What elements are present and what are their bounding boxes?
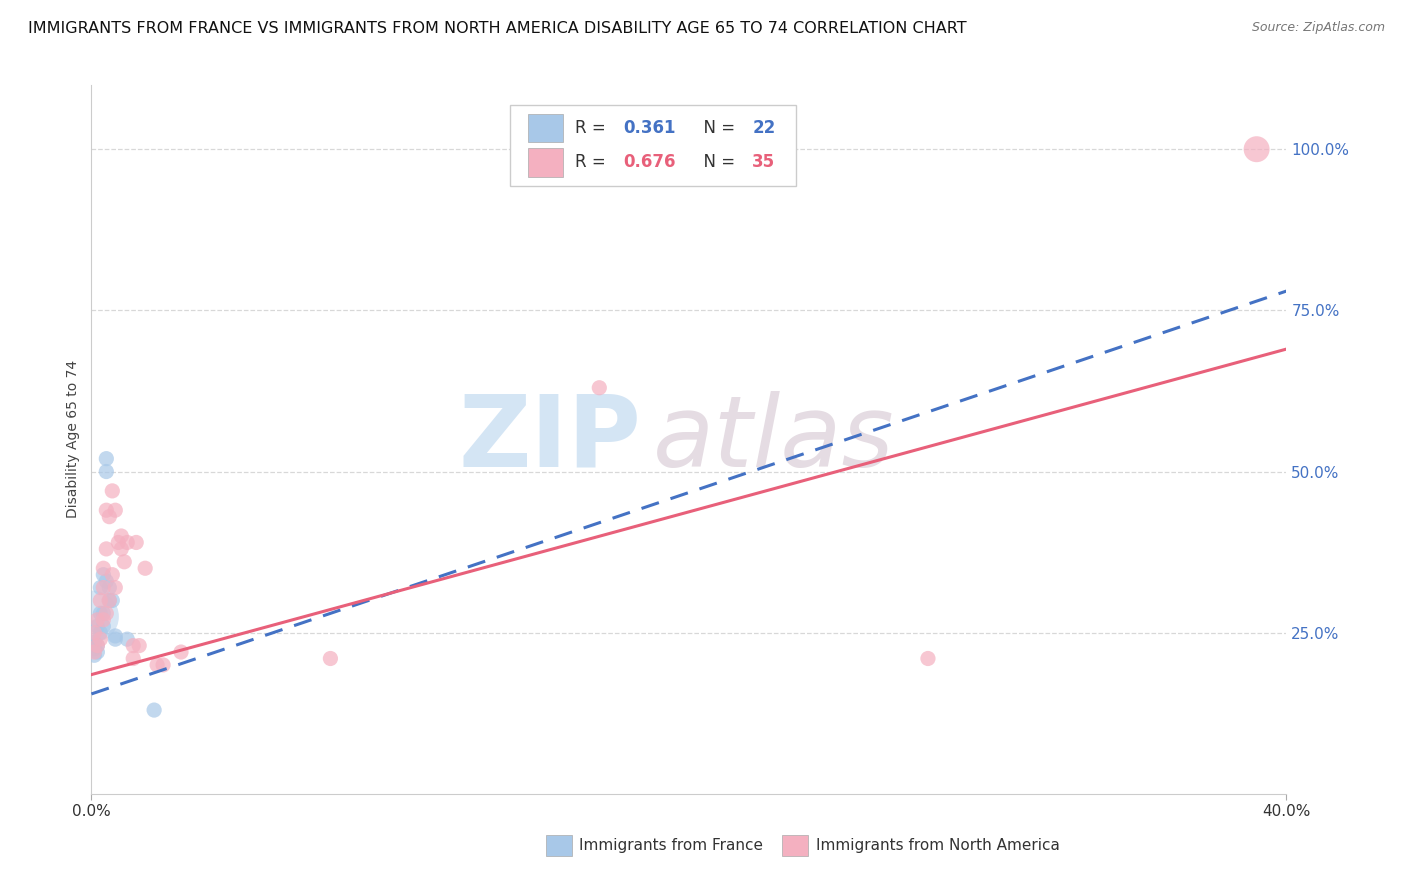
Point xyxy=(86,619,108,633)
Point xyxy=(107,535,129,549)
Point xyxy=(89,581,111,595)
Point xyxy=(83,641,105,656)
Text: Source: ZipAtlas.com: Source: ZipAtlas.com xyxy=(1251,21,1385,34)
Point xyxy=(146,657,169,672)
Bar xyxy=(782,835,808,856)
Point xyxy=(104,581,127,595)
Point xyxy=(86,645,108,659)
Point xyxy=(104,629,127,643)
Point xyxy=(101,593,124,607)
Point xyxy=(96,451,118,466)
Text: Immigrants from France: Immigrants from France xyxy=(579,838,763,853)
Point xyxy=(96,465,118,479)
Point xyxy=(101,567,124,582)
Text: R =: R = xyxy=(575,153,612,171)
Point xyxy=(83,645,105,659)
Point xyxy=(104,503,127,517)
Bar xyxy=(527,148,564,177)
Point xyxy=(125,535,148,549)
Point xyxy=(588,381,610,395)
Point xyxy=(101,483,124,498)
Text: 0.676: 0.676 xyxy=(623,153,676,171)
Bar xyxy=(546,835,572,856)
Point xyxy=(917,651,939,665)
Point xyxy=(86,639,108,653)
Point xyxy=(93,561,115,575)
Point xyxy=(89,632,111,647)
Point xyxy=(93,581,115,595)
Bar xyxy=(527,114,564,143)
Point xyxy=(122,651,145,665)
Point xyxy=(82,609,104,624)
Point xyxy=(112,555,135,569)
Text: 22: 22 xyxy=(752,120,776,137)
Point xyxy=(170,645,193,659)
Point xyxy=(89,607,111,621)
Point xyxy=(96,503,118,517)
Point xyxy=(86,613,108,627)
Text: R =: R = xyxy=(575,120,612,137)
FancyBboxPatch shape xyxy=(509,104,796,186)
Point xyxy=(98,509,121,524)
Point xyxy=(83,635,105,649)
Point xyxy=(96,574,118,589)
Text: 35: 35 xyxy=(752,153,775,171)
Point xyxy=(115,632,138,647)
Point xyxy=(104,632,127,647)
Point xyxy=(96,607,118,621)
Point xyxy=(143,703,166,717)
Point xyxy=(83,625,105,640)
Point xyxy=(122,639,145,653)
Point xyxy=(93,619,115,633)
Point xyxy=(89,593,111,607)
Point xyxy=(89,625,111,640)
Point xyxy=(98,581,121,595)
Y-axis label: Disability Age 65 to 74: Disability Age 65 to 74 xyxy=(66,360,80,518)
Point xyxy=(128,639,150,653)
Text: Immigrants from North America: Immigrants from North America xyxy=(815,838,1060,853)
Point xyxy=(110,541,132,556)
Point xyxy=(134,561,156,575)
Text: atlas: atlas xyxy=(652,391,894,488)
Point xyxy=(93,607,115,621)
Point xyxy=(110,529,132,543)
Text: IMMIGRANTS FROM FRANCE VS IMMIGRANTS FROM NORTH AMERICA DISABILITY AGE 65 TO 74 : IMMIGRANTS FROM FRANCE VS IMMIGRANTS FRO… xyxy=(28,21,967,36)
Text: N =: N = xyxy=(693,120,740,137)
Point xyxy=(98,593,121,607)
Point xyxy=(98,593,121,607)
Point xyxy=(93,567,115,582)
Text: 0.361: 0.361 xyxy=(623,120,676,137)
Point xyxy=(96,541,118,556)
Point xyxy=(319,651,342,665)
Point xyxy=(83,648,105,663)
Point xyxy=(115,535,138,549)
Text: N =: N = xyxy=(693,153,740,171)
Point xyxy=(86,639,108,653)
Point xyxy=(93,613,115,627)
Point xyxy=(1246,142,1268,156)
Point xyxy=(152,657,174,672)
Text: ZIP: ZIP xyxy=(458,391,641,488)
